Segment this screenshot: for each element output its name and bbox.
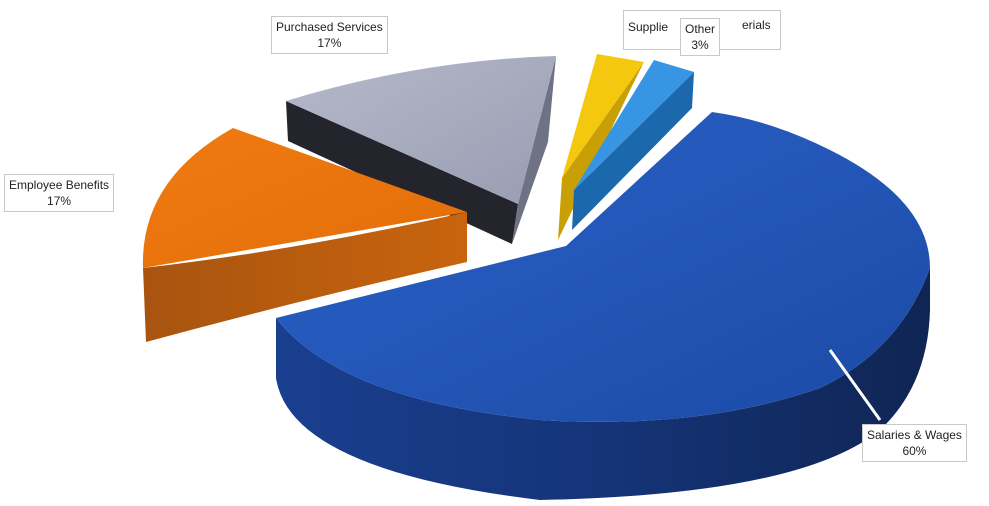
slice-salaries-wages [276,112,930,500]
label-purchased-services-name: Purchased Services [276,20,383,34]
label-supplies-materials-name-tail: erials [742,18,771,32]
label-supplies-materials-name: Supplie [628,20,669,34]
slice-purchased-services [286,56,556,244]
slice-employee-benefits [142,128,467,342]
label-employee-benefits-pct: 17% [47,194,72,208]
label-purchased-services-pct: 17% [317,36,342,50]
slice-supplies-materials [558,54,644,240]
slice-other [572,60,694,230]
label-salaries-wages: Salaries & Wages 60% [862,424,967,462]
label-purchased-services: Purchased Services 17% [271,16,388,54]
label-employee-benefits: Employee Benefits 17% [4,174,115,212]
label-other: Other 3% [680,18,721,56]
label-employee-benefits-name: Employee Benefits [9,178,110,192]
label-other-pct: 3% [691,38,709,52]
label-salaries-wages-pct: 60% [902,444,927,458]
label-salaries-wages-name: Salaries & Wages [867,428,962,442]
label-other-name: Other [685,22,716,36]
